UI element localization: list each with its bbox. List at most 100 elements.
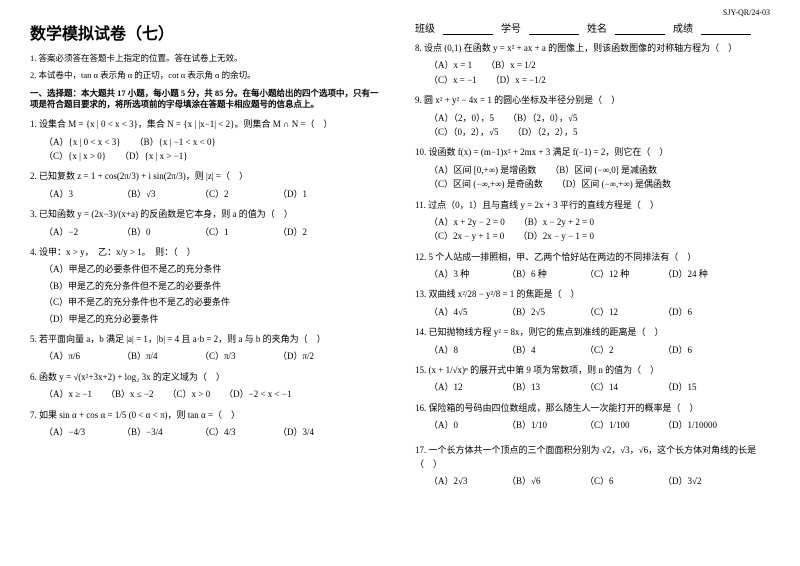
q2-text: 2. 已知复数 z = 1 + cos(2π/3) + i sin(2π/3)，… [30, 169, 385, 183]
doc-code: SJY-QR/24-03 [723, 8, 770, 17]
q5-opt-c: （C）π/3 [200, 349, 260, 363]
question-9: 9. 圆 x² + y² − 4x = 1 的圆心坐标及半径分别是（ ） （A）… [415, 93, 770, 139]
question-8: 8. 设点 (0,1) 在函数 y = x² + ax + a 的图像上，则该函… [415, 41, 770, 87]
q2-opt-c: （C）2 [200, 187, 260, 201]
question-5: 5. 若平面向量 a，b 满足 |a| = 1，|b| = 4 且 a·b = … [30, 332, 385, 364]
q17-text: 17. 一个长方体共一个顶点的三个面面积分别为 √2，√3，√6，这个长方体对角… [415, 443, 770, 472]
q9-text: 9. 圆 x² + y² − 4x = 1 的圆心坐标及半径分别是（ ） [415, 93, 770, 107]
q14-opt-a: （A）8 [429, 343, 489, 357]
label-score: 成绩 [673, 20, 693, 35]
q8-opt-c: （C）x = −1 [429, 73, 477, 87]
q4-opt-a: （A）甲是乙的必要条件但不是乙的充分条件 [30, 262, 385, 276]
question-7: 7. 如果 sin α + cos α = 1/5 (0 < α < π)，则 … [30, 408, 385, 440]
question-15: 15. (x + 1/√x)ⁿ 的展开式中第 9 项为常数项，则 n 的值为（ … [415, 363, 770, 395]
q9-opt-d: （D）（2，2），5 [512, 125, 577, 139]
q3-opt-c: （C）1 [200, 225, 260, 239]
q15-opt-b: （B）13 [507, 380, 567, 394]
q9-opt-a: （A）（2，0），5 [429, 111, 494, 125]
q14-opt-d: （D）6 [663, 343, 723, 357]
q1-text: 1. 设集合 M = {x | 0 < x < 3}，集合 N = {x | |… [30, 117, 385, 131]
q3-opt-b: （B）0 [122, 225, 182, 239]
q12-opt-d: （D）24 种 [663, 267, 723, 281]
q15-opt-c: （C）14 [585, 380, 645, 394]
blank-score [701, 20, 751, 35]
q15-text: 15. (x + 1/√x)ⁿ 的展开式中第 9 项为常数项，则 n 的值为（ … [415, 363, 770, 377]
q14-opt-b: （B）4 [507, 343, 567, 357]
q9-opt-c: （C）（0，2），√5 [429, 125, 498, 139]
q13-text: 13. 双曲线 x²/28 − y²/8 = 1 的焦距是（ ） [415, 287, 770, 301]
q11-opt-a: （A）x + 2y − 2 = 0 [429, 215, 505, 229]
q7-opt-a: （A）−4/3 [44, 425, 104, 439]
q7-opt-c: （C）4/3 [200, 425, 260, 439]
label-id: 学号 [501, 20, 521, 35]
q13-opt-d: （D）6 [663, 305, 723, 319]
q16-opt-b: （B）1/10 [507, 418, 567, 432]
q4-opt-d: （D）甲是乙的充分必要条件 [30, 312, 385, 326]
q2-opt-b: （B）√3 [122, 187, 182, 201]
question-1: 1. 设集合 M = {x | 0 < x < 3}，集合 N = {x | |… [30, 117, 385, 163]
left-column: 数学模拟试卷（七） 1. 答案必须答在答题卡上指定的位置。答在试卷上无效。 2.… [30, 20, 385, 556]
q16-opt-c: （C）1/100 [585, 418, 645, 432]
q6-opt-b: （B）x ≤ −2 [106, 387, 154, 401]
q7-opt-d: （D）3/4 [278, 425, 338, 439]
q4-opt-b: （B）甲是乙的充分条件但不是乙的必要条件 [30, 279, 385, 293]
q6-opt-a: （A）x ≥ −1 [44, 387, 92, 401]
q5-text: 5. 若平面向量 a，b 满足 |a| = 1，|b| = 4 且 a·b = … [30, 332, 385, 346]
q12-opt-b: （B）6 种 [507, 267, 567, 281]
question-13: 13. 双曲线 x²/28 − y²/8 = 1 的焦距是（ ） （A）4√5 … [415, 287, 770, 319]
q11-opt-b: （B）x − 2y + 2 = 0 [519, 215, 594, 229]
blank-class [443, 20, 493, 35]
q15-opt-a: （A）12 [429, 380, 489, 394]
blank-name [615, 20, 665, 35]
q6-opt-c: （C）x > 0 [168, 387, 211, 401]
q10-opt-d: （D）区间 (−∞,+∞) 是偶函数 [557, 177, 671, 191]
q2-opt-d: （D）1 [278, 187, 338, 201]
q1-opt-c: （C）{x | x > 0} [44, 149, 106, 163]
question-3: 3. 已知函数 y = (2x−3)/(x+a) 的反函数是它本身，则 a 的值… [30, 207, 385, 239]
q17-opt-b: （B）√6 [507, 474, 567, 488]
q15-opt-d: （D）15 [663, 380, 723, 394]
question-2: 2. 已知复数 z = 1 + cos(2π/3) + i sin(2π/3)，… [30, 169, 385, 201]
q1-opt-b: （B）{x | −1 < x < 0} [135, 135, 216, 149]
q7-text: 7. 如果 sin α + cos α = 1/5 (0 < α < π)，则 … [30, 408, 385, 422]
blank-id [529, 20, 579, 35]
q17-opt-c: （C）6 [585, 474, 645, 488]
q14-text: 14. 已知抛物线方程 y² = 8x，则它的焦点到准线的距离是（ ） [415, 325, 770, 339]
q8-opt-d: （D）x = −1/2 [491, 73, 546, 87]
q11-opt-d: （D）2x − y − 1 = 0 [518, 229, 594, 243]
student-info-line: 班级 学号 姓名 成绩 [415, 20, 770, 35]
q12-opt-a: （A）3 种 [429, 267, 489, 281]
question-6: 6. 函数 y = √(x²+3x+2) + log₂ 3x 的定义域为（ ） … [30, 370, 385, 402]
q11-opt-c: （C）2x − y + 1 = 0 [429, 229, 504, 243]
question-10: 10. 设函数 f(x) = (m−1)x² + 2mx + 3 满足 f(−1… [415, 145, 770, 191]
q13-opt-a: （A）4√5 [429, 305, 489, 319]
q17-opt-d: （D）3√2 [663, 474, 723, 488]
q12-text: 12. 5 个人站成一排照相，甲、乙两个恰好站在两边的不同排法有（ ） [415, 250, 770, 264]
section-title: 一、选择题：本大题共 17 小题，每小题 5 分，共 85 分。在每小题给出的四… [30, 88, 385, 112]
question-14: 14. 已知抛物线方程 y² = 8x，则它的焦点到准线的距离是（ ） （A）8… [415, 325, 770, 357]
q10-text: 10. 设函数 f(x) = (m−1)x² + 2mx + 3 满足 f(−1… [415, 145, 770, 159]
q12-opt-c: （C）12 种 [585, 267, 645, 281]
q3-opt-a: （A）−2 [44, 225, 104, 239]
question-11: 11. 过点（0，1）且与直线 y = 2x + 3 平行的直线方程是（ ） （… [415, 198, 770, 244]
q3-text: 3. 已知函数 y = (2x−3)/(x+a) 的反函数是它本身，则 a 的值… [30, 207, 385, 221]
q6-opt-d: （D）−2 < x < −1 [224, 387, 291, 401]
label-class: 班级 [415, 20, 435, 35]
q1-opt-a: （A）{x | 0 < x < 3} [44, 135, 121, 149]
q4-opt-c: （C）甲不是乙的充分条件也不是乙的必要条件 [30, 295, 385, 309]
q6-text: 6. 函数 y = √(x²+3x+2) + log₂ 3x 的定义域为（ ） [30, 370, 385, 384]
q14-opt-c: （C）2 [585, 343, 645, 357]
instruction-1: 1. 答案必须答在答题卡上指定的位置。答在试卷上无效。 [30, 52, 385, 65]
question-17: 17. 一个长方体共一个顶点的三个面面积分别为 √2，√3，√6，这个长方体对角… [415, 443, 770, 489]
q2-opt-a: （A）3 [44, 187, 104, 201]
q13-opt-b: （B）2√5 [507, 305, 567, 319]
q16-text: 16. 保险箱的号码由四位数组成，那么随生人一次能打开的概率是（ ） [415, 401, 770, 415]
label-name: 姓名 [587, 20, 607, 35]
q5-opt-d: （D）π/2 [278, 349, 338, 363]
title: 数学模拟试卷（七） [30, 20, 385, 44]
right-column: 班级 学号 姓名 成绩 8. 设点 (0,1) 在函数 y = x² + ax … [415, 20, 770, 556]
question-4: 4. 设甲：x > y， 乙：x/y > 1。 则：（ ） （A）甲是乙的必要条… [30, 245, 385, 326]
question-12: 12. 5 个人站成一排照相，甲、乙两个恰好站在两边的不同排法有（ ） （A）3… [415, 250, 770, 282]
q4-text: 4. 设甲：x > y， 乙：x/y > 1。 则：（ ） [30, 245, 385, 259]
q16-opt-d: （D）1/10000 [663, 418, 723, 432]
